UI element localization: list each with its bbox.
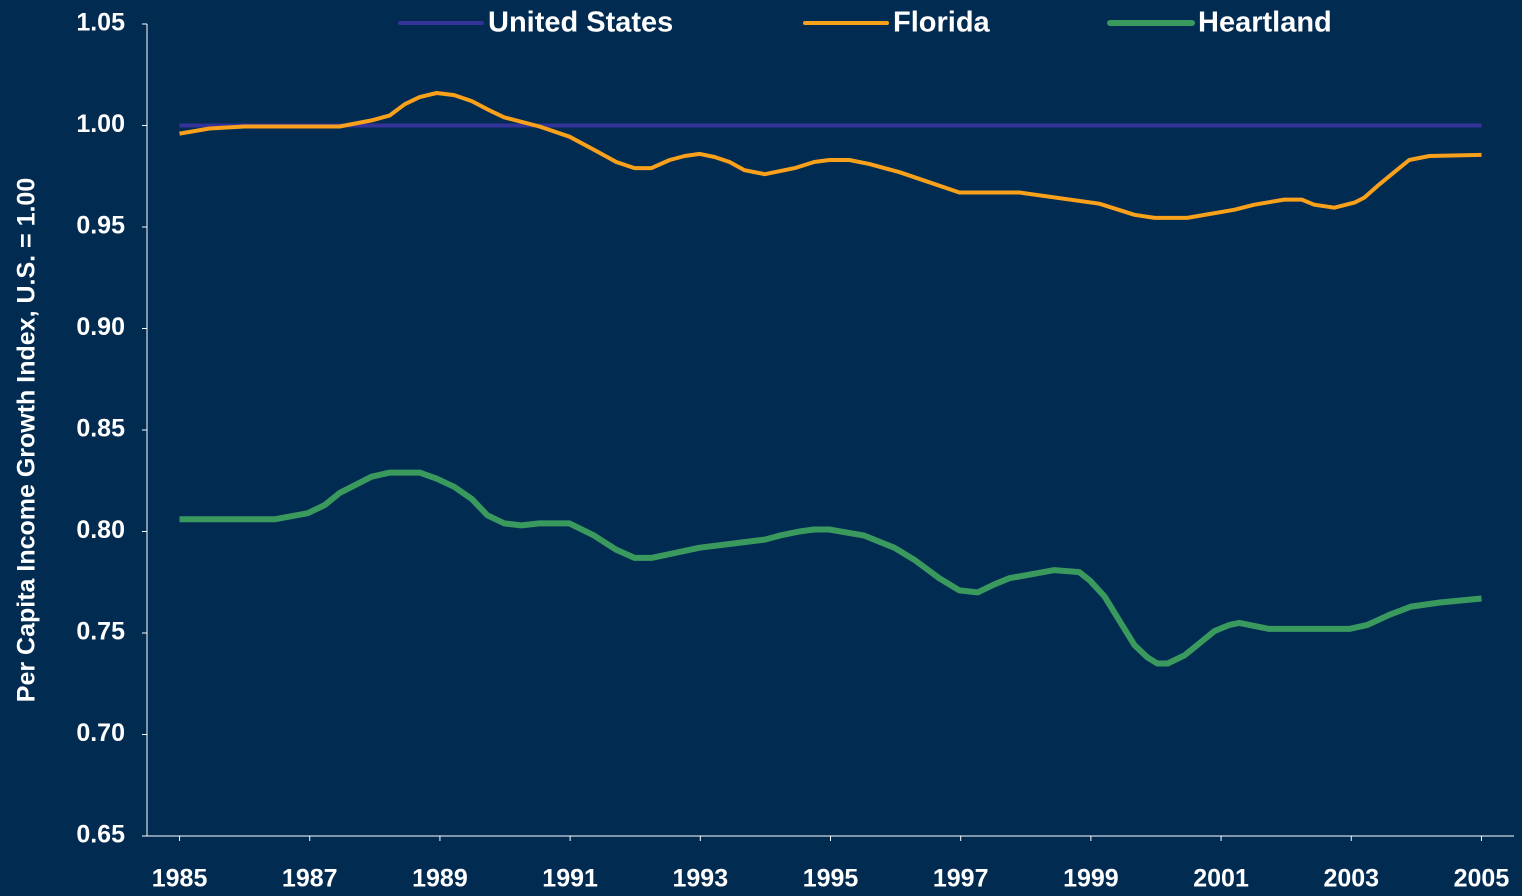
- x-tick-label: 2001: [1193, 865, 1249, 893]
- y-tick-label: 0.90: [76, 313, 125, 341]
- y-tick-label: 0.95: [76, 212, 125, 240]
- y-tick-label: 1.05: [76, 9, 125, 37]
- x-tick-label: 1989: [412, 865, 468, 893]
- legend-label: United States: [488, 7, 673, 39]
- legend-label: Florida: [893, 7, 991, 39]
- x-tick-label: 1995: [803, 865, 859, 893]
- x-tick-label: 1999: [1063, 865, 1119, 893]
- legend-label: Heartland: [1198, 7, 1332, 39]
- x-tick-label: 1987: [282, 865, 338, 893]
- series-line: [179, 469, 1482, 667]
- y-axis-label: Per Capita Income Growth Index, U.S. = 1…: [13, 178, 41, 702]
- x-tick-label: 2003: [1323, 865, 1379, 893]
- y-tick-label: 0.65: [76, 821, 125, 849]
- x-tick-label: 1993: [672, 865, 728, 893]
- y-tick-label: 1.00: [76, 110, 125, 138]
- series-line: [179, 91, 1482, 220]
- y-tick-label: 0.80: [76, 516, 125, 544]
- y-tick-label: 0.85: [76, 415, 125, 443]
- x-tick-label: 1991: [542, 865, 598, 893]
- y-tick-label: 0.70: [76, 719, 125, 747]
- y-tick-label: 0.75: [76, 618, 125, 646]
- x-tick-label: 1997: [933, 865, 989, 893]
- x-tick-label: 2005: [1454, 865, 1510, 893]
- x-tick-label: 1985: [152, 865, 208, 893]
